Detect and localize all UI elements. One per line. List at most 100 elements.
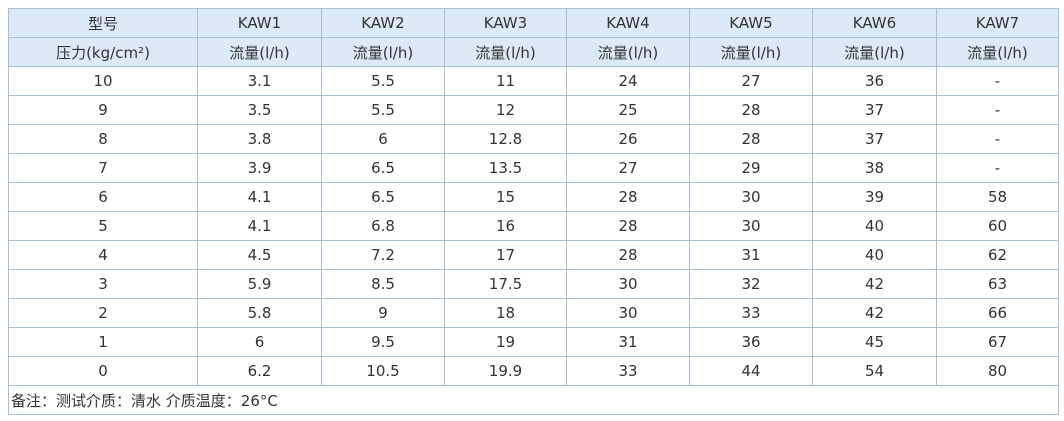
data-cell: 7.2 xyxy=(321,240,445,270)
data-cell: 28 xyxy=(689,124,813,154)
data-cell: 7 xyxy=(8,153,198,183)
data-cell: 1 xyxy=(8,327,198,357)
data-cell: 45 xyxy=(812,327,937,357)
data-cell: 29 xyxy=(689,153,813,183)
data-row: 3 5.9 8.5 17.5 30 32 42 63 xyxy=(8,269,1059,299)
header-cell: KAW6 xyxy=(812,8,937,38)
data-cell: 32 xyxy=(689,269,813,299)
data-cell: 5.5 xyxy=(321,66,445,96)
data-cell: 25 xyxy=(566,95,690,125)
data-cell: 3.5 xyxy=(197,95,322,125)
header-cell: 流量(l/h) xyxy=(444,37,567,67)
data-cell: 28 xyxy=(566,211,690,241)
table-wrap: 型号 KAW1 KAW2 KAW3 KAW4 KAW5 KAW6 KAW7 压力(kg/cm²)… xyxy=(8,8,1059,415)
header-cell: 流量(l/h) xyxy=(566,37,690,67)
data-cell: 42 xyxy=(812,269,937,299)
header-row: 压力(kg/cm²) 流量(l/h) 流量(l/h) 流量(l/h) 流量(l/h) 流量… xyxy=(8,37,1059,67)
data-cell: 16 xyxy=(444,211,567,241)
note: 备注：测试介质：清水 介质温度：26°C xyxy=(8,385,1059,415)
data-cell: 12 xyxy=(444,95,567,125)
data-cell: 3.1 xyxy=(197,66,322,96)
data-cell: 5.9 xyxy=(197,269,322,299)
header-row: 型号 KAW1 KAW2 KAW3 KAW4 KAW5 KAW6 KAW7 xyxy=(8,8,1059,38)
data-cell: 5.5 xyxy=(321,95,445,125)
data-cell: 36 xyxy=(812,66,937,96)
data-cell: - xyxy=(936,66,1059,96)
data-cell: 44 xyxy=(689,356,813,386)
data-cell: 9 xyxy=(321,298,445,328)
header-cell: 流量(l/h) xyxy=(321,37,445,67)
data-row: 6 4.1 6.5 15 28 30 39 58 xyxy=(8,182,1059,212)
data-row: 7 3.9 6.5 13.5 27 29 38- xyxy=(8,153,1059,183)
data-row: 2 5.8 9 18 30 33 42 66 xyxy=(8,298,1059,328)
data-cell: 63 xyxy=(936,269,1059,299)
data-row: 1 6 9.5 19 31 36 45 67 xyxy=(8,327,1059,357)
data-cell: 42 xyxy=(812,298,937,328)
data-cell: - xyxy=(936,95,1059,125)
data-cell: 66 xyxy=(936,298,1059,328)
data-cell: 54 xyxy=(812,356,937,386)
data-cell: 40 xyxy=(812,240,937,270)
data-cell: 33 xyxy=(689,298,813,328)
note-row: 备注：测试介质：清水 介质温度：26°C xyxy=(8,385,1059,415)
data-cell: 5.8 xyxy=(197,298,322,328)
data-cell: 6.5 xyxy=(321,182,445,212)
data-cell: 6.8 xyxy=(321,211,445,241)
header-cell: 流量(l/h) xyxy=(812,37,937,67)
header-cell: KAW3 xyxy=(444,8,567,38)
data-cell: 9.5 xyxy=(321,327,445,357)
header-cell: KAW5 xyxy=(689,8,813,38)
data-cell: 2 xyxy=(8,298,198,328)
header-cell: 型号 xyxy=(8,8,198,38)
data-cell: - xyxy=(936,153,1059,183)
data-cell: 60 xyxy=(936,211,1059,241)
header-cell: 压力(kg/cm²) xyxy=(8,37,198,67)
data-cell: 17.5 xyxy=(444,269,567,299)
data-cell: 6 xyxy=(197,327,322,357)
data-cell: 58 xyxy=(936,182,1059,212)
data-cell: 6.5 xyxy=(321,153,445,183)
header-cell: KAW4 xyxy=(566,8,690,38)
data-cell: 12.8 xyxy=(444,124,567,154)
data-row: 9 3.5 5.5 12 25 28 37- xyxy=(8,95,1059,125)
data-cell: 24 xyxy=(566,66,690,96)
data-cell: 0 xyxy=(8,356,198,386)
header-cell: 流量(l/h) xyxy=(197,37,322,67)
data-cell: 28 xyxy=(566,240,690,270)
data-cell: 15 xyxy=(444,182,567,212)
data-cell: 37 xyxy=(812,95,937,125)
header-cell: 流量(l/h) xyxy=(936,37,1059,67)
data-row: 10 3.1 5.5 11 24 27 36- xyxy=(8,66,1059,96)
data-cell: 30 xyxy=(566,269,690,299)
data-cell: 62 xyxy=(936,240,1059,270)
data-cell: 4.5 xyxy=(197,240,322,270)
header-cell: KAW2 xyxy=(321,8,445,38)
data-row: 8 3.8 6 12.8 26 28 37- xyxy=(8,124,1059,154)
data-cell: 19 xyxy=(444,327,567,357)
data-cell: 13.5 xyxy=(444,153,567,183)
data-cell: 27 xyxy=(566,153,690,183)
header-cell: 流量(l/h) xyxy=(689,37,813,67)
data-cell: 6 xyxy=(321,124,445,154)
data-cell: 8 xyxy=(8,124,198,154)
data-cell: 3 xyxy=(8,269,198,299)
data-cell: 3.8 xyxy=(197,124,322,154)
flow-table: 型号 KAW1 KAW2 KAW3 KAW4 KAW5 KAW6 KAW7 压力(kg/cm²)… xyxy=(8,8,1059,415)
data-cell: 17 xyxy=(444,240,567,270)
data-cell: 30 xyxy=(689,182,813,212)
data-cell: 39 xyxy=(812,182,937,212)
data-cell: 3.9 xyxy=(197,153,322,183)
data-cell: 4.1 xyxy=(197,211,322,241)
header-cell: KAW7 xyxy=(936,8,1059,38)
data-row: 5 4.1 6.8 16 28 30 40 60 xyxy=(8,211,1059,241)
data-cell: 9 xyxy=(8,95,198,125)
data-cell: 30 xyxy=(689,211,813,241)
data-cell: 36 xyxy=(689,327,813,357)
data-row: 4 4.5 7.2 17 28 31 40 62 xyxy=(8,240,1059,270)
data-cell: 4 xyxy=(8,240,198,270)
data-cell: 6.2 xyxy=(197,356,322,386)
data-cell: 27 xyxy=(689,66,813,96)
data-cell: 28 xyxy=(566,182,690,212)
data-cell: 10.5 xyxy=(321,356,445,386)
